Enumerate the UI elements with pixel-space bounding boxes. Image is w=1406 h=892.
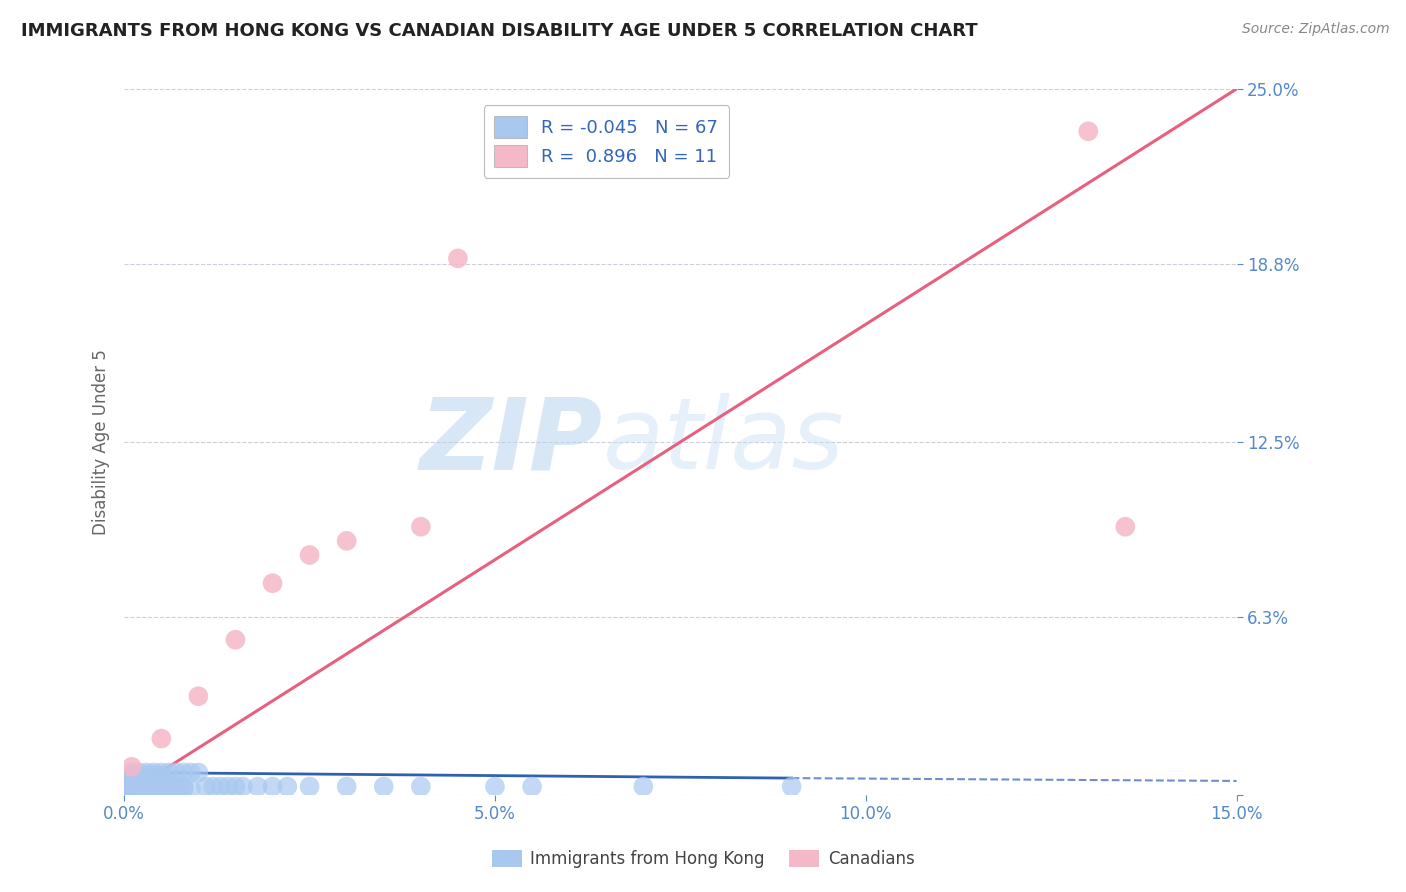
Point	[262, 780, 284, 794]
Point	[135, 768, 157, 782]
Point	[135, 765, 157, 780]
Point	[121, 765, 143, 780]
Point	[1114, 519, 1136, 533]
Point	[409, 780, 432, 794]
Point	[157, 777, 180, 791]
Point	[202, 780, 225, 794]
Point	[447, 252, 470, 266]
Point	[224, 780, 246, 794]
Point	[121, 771, 143, 785]
Point	[150, 768, 173, 782]
Point	[114, 782, 136, 797]
Point	[187, 689, 209, 703]
Point	[135, 782, 157, 797]
Legend: R = -0.045   N = 67, R =  0.896   N = 11: R = -0.045 N = 67, R = 0.896 N = 11	[484, 105, 730, 178]
Point	[142, 765, 165, 780]
Text: atlas: atlas	[603, 393, 844, 491]
Point	[780, 780, 803, 794]
Point	[1077, 124, 1099, 138]
Point	[180, 782, 202, 797]
Point	[224, 632, 246, 647]
Point	[135, 771, 157, 785]
Point	[276, 780, 298, 794]
Point	[232, 780, 254, 794]
Y-axis label: Disability Age Under 5: Disability Age Under 5	[93, 349, 110, 535]
Point	[173, 765, 195, 780]
Point	[187, 765, 209, 780]
Point	[373, 780, 395, 794]
Point	[128, 780, 150, 794]
Point	[121, 760, 143, 774]
Point	[165, 765, 187, 780]
Point	[298, 548, 321, 562]
Text: IMMIGRANTS FROM HONG KONG VS CANADIAN DISABILITY AGE UNDER 5 CORRELATION CHART: IMMIGRANTS FROM HONG KONG VS CANADIAN DI…	[21, 22, 977, 40]
Point	[142, 777, 165, 791]
Text: Source: ZipAtlas.com: Source: ZipAtlas.com	[1241, 22, 1389, 37]
Point	[336, 533, 359, 548]
Point	[150, 765, 173, 780]
Point	[150, 771, 173, 785]
Point	[117, 782, 139, 797]
Point	[157, 780, 180, 794]
Point	[124, 782, 146, 797]
Point	[336, 780, 359, 794]
Point	[142, 768, 165, 782]
Point	[157, 765, 180, 780]
Point	[121, 768, 143, 782]
Point	[194, 780, 217, 794]
Legend: Immigrants from Hong Kong, Canadians: Immigrants from Hong Kong, Canadians	[485, 843, 921, 875]
Text: ZIP: ZIP	[419, 393, 603, 491]
Point	[298, 780, 321, 794]
Point	[121, 782, 143, 797]
Point	[128, 782, 150, 797]
Point	[135, 773, 157, 788]
Point	[173, 782, 195, 797]
Point	[165, 782, 187, 797]
Point	[150, 780, 173, 794]
Point	[142, 773, 165, 788]
Point	[128, 765, 150, 780]
Point	[150, 782, 173, 797]
Point	[142, 782, 165, 797]
Point	[262, 576, 284, 591]
Point	[409, 519, 432, 533]
Point	[128, 768, 150, 782]
Point	[128, 777, 150, 791]
Point	[484, 780, 506, 794]
Point	[150, 777, 173, 791]
Point	[128, 773, 150, 788]
Point	[121, 773, 143, 788]
Point	[209, 780, 232, 794]
Point	[246, 780, 269, 794]
Point	[173, 780, 195, 794]
Point	[135, 785, 157, 799]
Point	[121, 780, 143, 794]
Point	[135, 777, 157, 791]
Point	[150, 731, 173, 746]
Point	[520, 780, 543, 794]
Point	[180, 765, 202, 780]
Point	[142, 780, 165, 794]
Point	[157, 782, 180, 797]
Point	[142, 771, 165, 785]
Point	[135, 780, 157, 794]
Point	[633, 780, 655, 794]
Point	[165, 780, 187, 794]
Point	[217, 780, 239, 794]
Point	[128, 771, 150, 785]
